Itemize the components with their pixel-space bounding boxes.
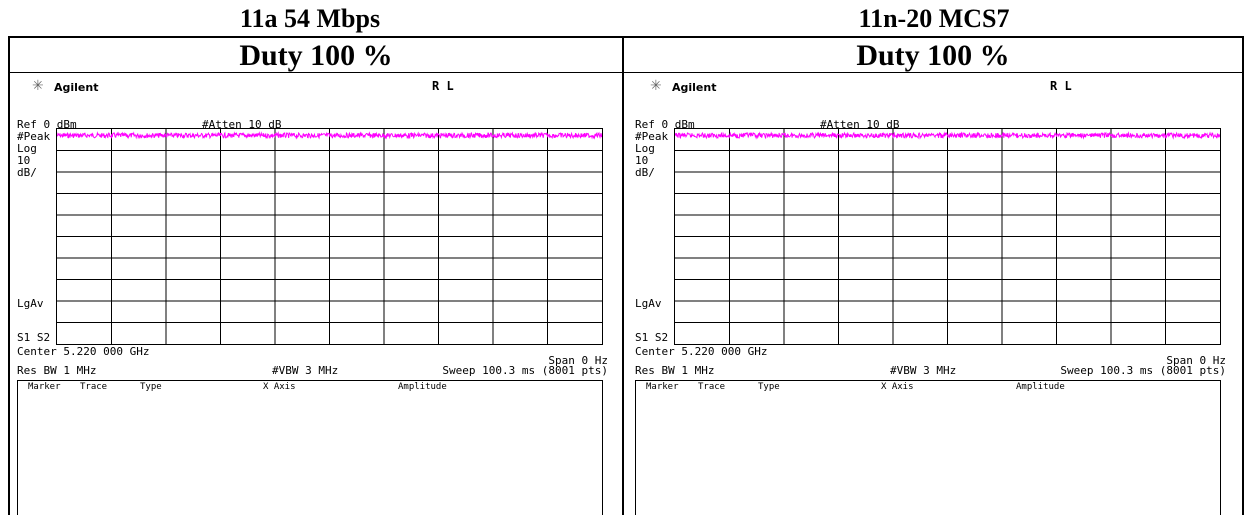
duty-label-left: Duty 100 %	[239, 39, 393, 72]
vbw: #VBW 3 MHz	[890, 364, 957, 377]
rl-indicator: R L	[432, 79, 454, 93]
vbw: #VBW 3 MHz	[272, 364, 339, 377]
marker-table: Marker Trace Type X Axis Amplitude	[17, 380, 603, 515]
column-title-left: 11a 54 Mbps	[239, 4, 381, 33]
type-header: Type	[758, 382, 780, 392]
amplitude-header: Amplitude	[1016, 382, 1065, 392]
table-row-divider	[8, 72, 1244, 73]
scale-value-label: 10	[635, 154, 649, 167]
table-center-border	[622, 36, 624, 515]
scale-unit-label: dB/	[635, 166, 655, 179]
table-right-border	[1242, 36, 1244, 515]
scale-type-label: Log	[635, 142, 655, 155]
span-value: Span 0 Hz	[548, 354, 608, 367]
amplitude-header: Amplitude	[398, 382, 447, 392]
duty-label-right: Duty 100 %	[856, 39, 1010, 72]
column-title-right: 11n-20 MCS7	[858, 4, 1010, 33]
attenuation: #Atten 10 dB	[820, 118, 900, 131]
center-frequency: Center 5.220 000 GHz	[635, 345, 768, 358]
center-frequency: Center 5.220 000 GHz	[17, 345, 150, 358]
trace-line	[675, 131, 1220, 140]
s1s2-label: S1 S2	[17, 331, 51, 344]
span-value: Span 0 Hz	[1166, 354, 1226, 367]
rl-indicator: R L	[1050, 79, 1072, 93]
trace-line	[57, 131, 602, 140]
lgav-label: LgAv	[17, 297, 44, 310]
analyzer-screenshot-left: ✳ Agilent R L Ref 0 dBm #Atten 10 dB #Pe…	[12, 76, 622, 515]
detector-label: #Peak	[17, 130, 51, 143]
x-axis-header: X Axis	[263, 382, 296, 392]
scale-type-label: Log	[17, 142, 37, 155]
res-bw: Res BW 1 MHz	[17, 364, 97, 377]
marker-header: Marker	[28, 382, 61, 392]
type-header: Type	[140, 382, 162, 392]
brand-name: Agilent	[54, 81, 99, 94]
trace-display	[56, 128, 603, 345]
trace-display	[674, 128, 1221, 345]
s1s2-label: S1 S2	[635, 331, 669, 344]
lgav-label: LgAv	[635, 297, 662, 310]
gridlines	[57, 129, 602, 344]
agilent-spark-icon: ✳	[32, 78, 44, 94]
res-bw: Res BW 1 MHz	[635, 364, 715, 377]
brand-name: Agilent	[672, 81, 717, 94]
attenuation: #Atten 10 dB	[202, 118, 282, 131]
gridlines	[675, 129, 1220, 344]
x-axis-header: X Axis	[881, 382, 914, 392]
marker-table: Marker Trace Type X Axis Amplitude	[635, 380, 1221, 515]
scale-unit-label: dB/	[17, 166, 37, 179]
trace-grid-svg	[675, 129, 1220, 344]
agilent-spark-icon: ✳	[650, 78, 662, 94]
scale-value-label: 10	[17, 154, 31, 167]
trace-grid-svg	[57, 129, 602, 344]
detector-label: #Peak	[635, 130, 669, 143]
table-left-border	[8, 36, 10, 515]
trace-header: Trace	[698, 382, 726, 392]
analyzer-screenshot-right: ✳ Agilent R L Ref 0 dBm #Atten 10 dB #Pe…	[630, 76, 1240, 515]
sweep-time: Sweep 100.3 ms (8001 pts)	[1060, 364, 1226, 377]
marker-header: Marker	[646, 382, 679, 392]
trace-header: Trace	[80, 382, 108, 392]
sweep-time: Sweep 100.3 ms (8001 pts)	[442, 364, 608, 377]
ref-level: Ref 0 dBm	[17, 118, 77, 131]
ref-level: Ref 0 dBm	[635, 118, 695, 131]
table-top-border	[8, 36, 1244, 38]
